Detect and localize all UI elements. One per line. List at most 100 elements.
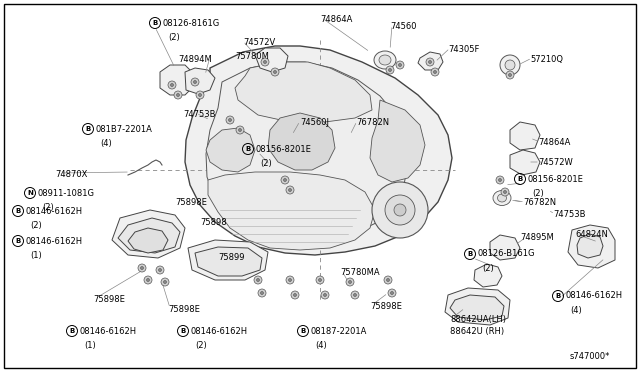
Circle shape bbox=[168, 81, 176, 89]
Circle shape bbox=[286, 186, 294, 194]
Circle shape bbox=[239, 128, 241, 131]
Text: 08187-2201A: 08187-2201A bbox=[310, 327, 367, 336]
Text: 74894M: 74894M bbox=[178, 55, 212, 64]
Circle shape bbox=[390, 292, 394, 295]
Circle shape bbox=[396, 61, 404, 69]
Text: 74560J: 74560J bbox=[300, 118, 329, 127]
Polygon shape bbox=[208, 172, 375, 250]
Text: 74560: 74560 bbox=[390, 22, 417, 31]
Circle shape bbox=[509, 74, 511, 77]
Text: (4): (4) bbox=[100, 139, 112, 148]
Text: 74864A: 74864A bbox=[538, 138, 570, 147]
Circle shape bbox=[316, 276, 324, 284]
Polygon shape bbox=[188, 240, 268, 280]
Text: B: B bbox=[180, 328, 186, 334]
Text: 74870X: 74870X bbox=[55, 170, 88, 179]
Text: B: B bbox=[15, 208, 20, 214]
Text: (2): (2) bbox=[30, 221, 42, 230]
Text: 08146-6162H: 08146-6162H bbox=[26, 206, 83, 215]
Text: 74572W: 74572W bbox=[538, 158, 573, 167]
Polygon shape bbox=[490, 235, 520, 260]
Polygon shape bbox=[510, 150, 540, 175]
Text: 08911-1081G: 08911-1081G bbox=[38, 189, 95, 198]
Circle shape bbox=[431, 68, 439, 76]
Circle shape bbox=[500, 55, 520, 75]
Circle shape bbox=[161, 278, 169, 286]
Polygon shape bbox=[160, 65, 192, 95]
Polygon shape bbox=[445, 288, 510, 325]
Text: 75780MA: 75780MA bbox=[340, 268, 380, 277]
Circle shape bbox=[504, 190, 506, 193]
Circle shape bbox=[260, 292, 264, 295]
Circle shape bbox=[177, 93, 179, 96]
Polygon shape bbox=[195, 247, 262, 276]
Text: 88642UA(LH): 88642UA(LH) bbox=[450, 315, 506, 324]
Text: (2): (2) bbox=[195, 341, 207, 350]
Circle shape bbox=[286, 276, 294, 284]
Circle shape bbox=[141, 266, 143, 269]
Text: 75780M: 75780M bbox=[235, 52, 269, 61]
Circle shape bbox=[346, 278, 354, 286]
Text: 75898E: 75898E bbox=[168, 305, 200, 314]
Polygon shape bbox=[255, 48, 288, 72]
Circle shape bbox=[399, 64, 401, 67]
Text: (2): (2) bbox=[260, 159, 272, 168]
Text: B: B bbox=[152, 20, 157, 26]
Circle shape bbox=[388, 68, 392, 71]
Circle shape bbox=[291, 291, 299, 299]
Circle shape bbox=[264, 61, 266, 64]
Circle shape bbox=[349, 280, 351, 283]
Text: (2): (2) bbox=[168, 33, 180, 42]
Text: B: B bbox=[300, 328, 306, 334]
Circle shape bbox=[426, 58, 434, 66]
Text: (1): (1) bbox=[84, 341, 96, 350]
Circle shape bbox=[226, 116, 234, 124]
Polygon shape bbox=[206, 62, 408, 240]
Circle shape bbox=[394, 204, 406, 216]
Polygon shape bbox=[474, 264, 502, 287]
Circle shape bbox=[236, 126, 244, 134]
Text: B: B bbox=[69, 328, 75, 334]
Text: 74753B: 74753B bbox=[183, 110, 216, 119]
Circle shape bbox=[196, 91, 204, 99]
Text: 08146-6162H: 08146-6162H bbox=[79, 327, 136, 336]
Circle shape bbox=[387, 279, 390, 282]
Polygon shape bbox=[112, 210, 185, 258]
Circle shape bbox=[271, 68, 279, 76]
Circle shape bbox=[281, 176, 289, 184]
Circle shape bbox=[147, 279, 150, 282]
Circle shape bbox=[156, 266, 164, 274]
Circle shape bbox=[385, 195, 415, 225]
Circle shape bbox=[501, 188, 509, 196]
Circle shape bbox=[191, 78, 199, 86]
Text: s747000*: s747000* bbox=[570, 352, 611, 361]
Circle shape bbox=[353, 294, 356, 296]
Text: 74753B: 74753B bbox=[553, 210, 586, 219]
Text: 08146-6162H: 08146-6162H bbox=[566, 292, 623, 301]
Circle shape bbox=[323, 294, 326, 296]
Text: N: N bbox=[27, 190, 33, 196]
Circle shape bbox=[294, 294, 296, 296]
Text: 08126-B161G: 08126-B161G bbox=[477, 250, 535, 259]
Circle shape bbox=[499, 179, 502, 182]
Circle shape bbox=[321, 291, 329, 299]
Circle shape bbox=[506, 71, 514, 79]
Circle shape bbox=[289, 279, 291, 282]
Text: B: B bbox=[245, 146, 251, 152]
Text: (4): (4) bbox=[570, 306, 582, 315]
Text: 08146-6162H: 08146-6162H bbox=[191, 327, 248, 336]
Polygon shape bbox=[450, 295, 504, 320]
Ellipse shape bbox=[497, 194, 506, 202]
Polygon shape bbox=[510, 122, 540, 150]
Circle shape bbox=[170, 83, 173, 87]
Circle shape bbox=[261, 58, 269, 66]
Text: 88642U (RH): 88642U (RH) bbox=[450, 327, 504, 336]
Polygon shape bbox=[418, 52, 443, 70]
Text: 08126-8161G: 08126-8161G bbox=[163, 19, 220, 28]
Polygon shape bbox=[568, 225, 615, 268]
Polygon shape bbox=[118, 218, 180, 253]
Text: 75898: 75898 bbox=[200, 218, 227, 227]
Text: 74305F: 74305F bbox=[448, 45, 479, 54]
Text: 74572V: 74572V bbox=[243, 38, 275, 47]
Text: 64824N: 64824N bbox=[575, 230, 608, 239]
